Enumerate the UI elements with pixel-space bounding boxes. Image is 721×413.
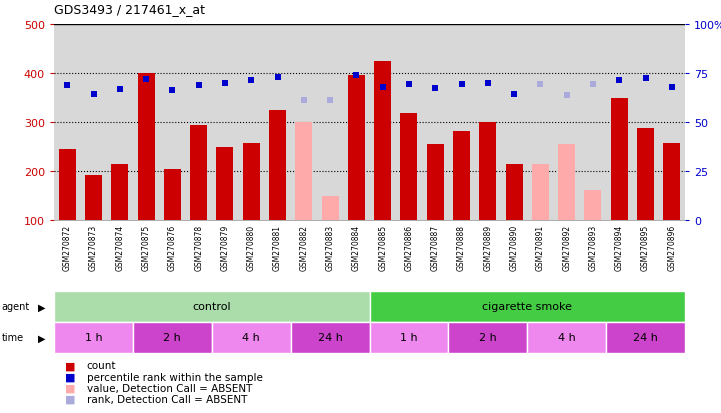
Bar [133, 322, 212, 353]
Text: GSM270876: GSM270876 [168, 225, 177, 271]
Bar [243, 143, 260, 221]
Text: GSM270880: GSM270880 [247, 225, 256, 271]
Text: GSM270894: GSM270894 [615, 225, 624, 271]
Bar [216, 147, 234, 221]
Bar [427, 145, 443, 221]
Text: GSM270886: GSM270886 [404, 225, 413, 271]
Bar [85, 176, 102, 221]
Bar [505, 164, 523, 221]
Bar [54, 322, 133, 353]
Bar [374, 62, 392, 221]
Text: 24 h: 24 h [318, 332, 342, 343]
Bar [606, 322, 685, 353]
Bar [111, 164, 128, 221]
Bar [269, 111, 286, 221]
Bar [663, 143, 681, 221]
Bar [58, 150, 76, 221]
Bar [479, 123, 496, 221]
Text: GDS3493 / 217461_x_at: GDS3493 / 217461_x_at [54, 3, 205, 16]
Text: GSM270874: GSM270874 [115, 225, 124, 271]
Bar [164, 169, 181, 221]
Text: GSM270883: GSM270883 [326, 225, 335, 271]
Text: GSM270896: GSM270896 [668, 225, 676, 271]
Bar [190, 125, 207, 221]
Text: agent: agent [1, 301, 30, 312]
Text: GSM270878: GSM270878 [194, 225, 203, 271]
Text: GSM270884: GSM270884 [352, 225, 361, 271]
Text: time: time [1, 332, 24, 343]
Bar [291, 322, 369, 353]
Text: GSM270891: GSM270891 [536, 225, 545, 271]
Bar [296, 123, 312, 221]
Text: GSM270875: GSM270875 [141, 225, 151, 271]
Text: GSM270887: GSM270887 [430, 225, 440, 271]
Text: control: control [193, 301, 231, 312]
Text: GSM270892: GSM270892 [562, 225, 571, 271]
Bar [322, 197, 339, 221]
Bar [400, 114, 417, 221]
Text: cigarette smoke: cigarette smoke [482, 301, 572, 312]
Bar [527, 322, 606, 353]
Text: 1 h: 1 h [400, 332, 417, 343]
Text: 1 h: 1 h [84, 332, 102, 343]
Bar [532, 164, 549, 221]
Bar [138, 74, 154, 221]
Text: ■: ■ [65, 383, 76, 393]
Text: ▶: ▶ [37, 332, 45, 343]
Bar [369, 291, 685, 322]
Text: GSM270890: GSM270890 [510, 225, 518, 271]
Text: GSM270882: GSM270882 [299, 225, 309, 271]
Text: GSM270888: GSM270888 [457, 225, 466, 271]
Text: percentile rank within the sample: percentile rank within the sample [87, 372, 262, 382]
Bar [54, 291, 369, 322]
Bar [369, 322, 448, 353]
Bar [348, 76, 365, 221]
Text: ▶: ▶ [37, 301, 45, 312]
Text: 2 h: 2 h [164, 332, 181, 343]
Bar [611, 98, 628, 221]
Bar [212, 322, 291, 353]
Text: GSM270873: GSM270873 [89, 225, 98, 271]
Text: rank, Detection Call = ABSENT: rank, Detection Call = ABSENT [87, 394, 247, 404]
Text: 2 h: 2 h [479, 332, 497, 343]
Bar [448, 322, 527, 353]
Text: ■: ■ [65, 372, 76, 382]
Text: GSM270885: GSM270885 [378, 225, 387, 271]
Text: GSM270879: GSM270879 [221, 225, 229, 271]
Text: 24 h: 24 h [633, 332, 658, 343]
Text: GSM270893: GSM270893 [588, 225, 598, 271]
Text: 4 h: 4 h [558, 332, 575, 343]
Bar [637, 129, 654, 221]
Text: GSM270872: GSM270872 [63, 225, 71, 271]
Text: ■: ■ [65, 361, 76, 370]
Text: GSM270889: GSM270889 [483, 225, 492, 271]
Text: ■: ■ [65, 394, 76, 404]
Text: GSM270881: GSM270881 [273, 225, 282, 271]
Bar [558, 145, 575, 221]
Text: GSM270895: GSM270895 [641, 225, 650, 271]
Text: value, Detection Call = ABSENT: value, Detection Call = ABSENT [87, 383, 252, 393]
Text: 4 h: 4 h [242, 332, 260, 343]
Text: count: count [87, 361, 116, 370]
Bar [453, 132, 470, 221]
Bar [585, 190, 601, 221]
